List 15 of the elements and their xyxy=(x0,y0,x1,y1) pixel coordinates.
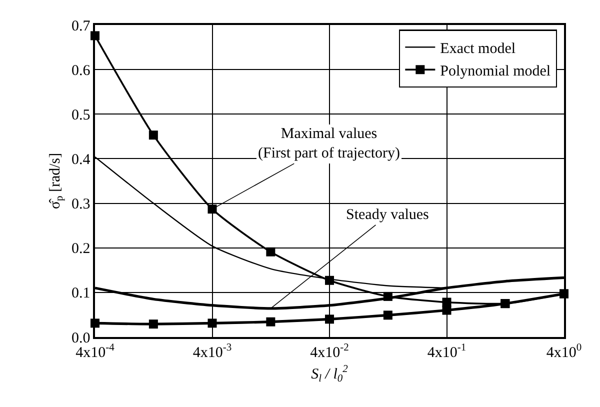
legend-label: Polynomial model xyxy=(440,63,551,80)
y-tick-label: 0.5 xyxy=(72,107,90,124)
y-tick-label: 0.7 xyxy=(72,18,91,34)
annotation: Maximal values (First part of trajectory) xyxy=(258,126,400,162)
y-tick-label: 0.1 xyxy=(72,286,90,302)
x-tick-label: 4x10$^{0}$ xyxy=(546,342,582,361)
y-tick-label: 0.2 xyxy=(72,241,90,258)
annotation: Steady values xyxy=(346,207,430,223)
y-tick-label: 0.3 xyxy=(72,196,90,213)
x-tick-label: 4x10$^{-3}$ xyxy=(192,342,232,361)
legend-label: Exact model xyxy=(440,40,516,57)
y-tick-label: 0.4 xyxy=(72,152,91,168)
y-tick-label: 0.6 xyxy=(72,62,91,79)
x-tick-label: 4x10$^{-2}$ xyxy=(310,342,349,361)
x-tick-label: 4x10$^{-1}$ xyxy=(427,342,466,361)
